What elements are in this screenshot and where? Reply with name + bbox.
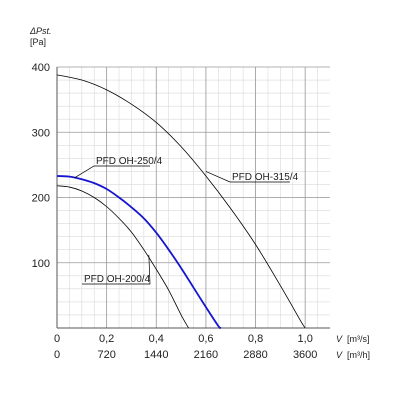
label-pfd-oh-315-4: PFD OH-315/4 [232,172,299,183]
leader-pfd-oh-315-4 [205,171,290,183]
label-pfd-oh-250-4: PFD OH-250/4 [96,156,163,167]
x-tick-label: 0,8 [248,333,263,345]
tick-labels: 100 200 300 400 0 0,2 0,4 0,6 0,8 1,0 0 720 1440 2160… [32,62,318,361]
major-grid [57,66,330,328]
x-tick-label: 1,0 [298,333,313,345]
x2-tick-label: 2160 [194,349,218,361]
plot-frame [56,67,330,329]
x2-tick-label: 1440 [144,349,168,361]
label-leaders [74,165,290,285]
curve-pfd-oh-200-4 [56,185,189,329]
x-axis-symbol: V [336,334,343,344]
y-axis-symbol: ΔPst. [29,26,52,36]
x2-tick-label: 720 [97,349,115,361]
y-tick-label: 300 [32,127,50,139]
x-tick-label: 0 [54,333,60,345]
x2-axis-unit: [m³/h] [347,350,370,360]
y-tick-label: 400 [32,62,50,74]
leader-pfd-oh-250-4 [74,165,150,179]
y-tick-label: 100 [32,258,50,270]
y-axis-unit: [Pa] [30,37,46,47]
x-axis-unit: [m³/s] [347,334,370,344]
leader-pfd-oh-200-4 [82,254,151,285]
x2-tick-label: 2880 [243,349,267,361]
curve-pfd-oh-315-4 [56,74,306,329]
curve-pfd-oh-250-4 [56,175,222,330]
label-pfd-oh-200-4: PFD OH-200/4 [84,274,151,285]
x-tick-label: 0,4 [149,333,164,345]
curves [56,74,306,330]
x2-tick-label: 3600 [293,349,317,361]
y-tick-label: 200 [32,193,50,205]
x2-tick-label: 0 [54,349,60,361]
x2-axis-symbol: V [336,350,343,360]
x-tick-label: 0,6 [198,333,213,345]
x-tick-label: 0,2 [99,333,114,345]
